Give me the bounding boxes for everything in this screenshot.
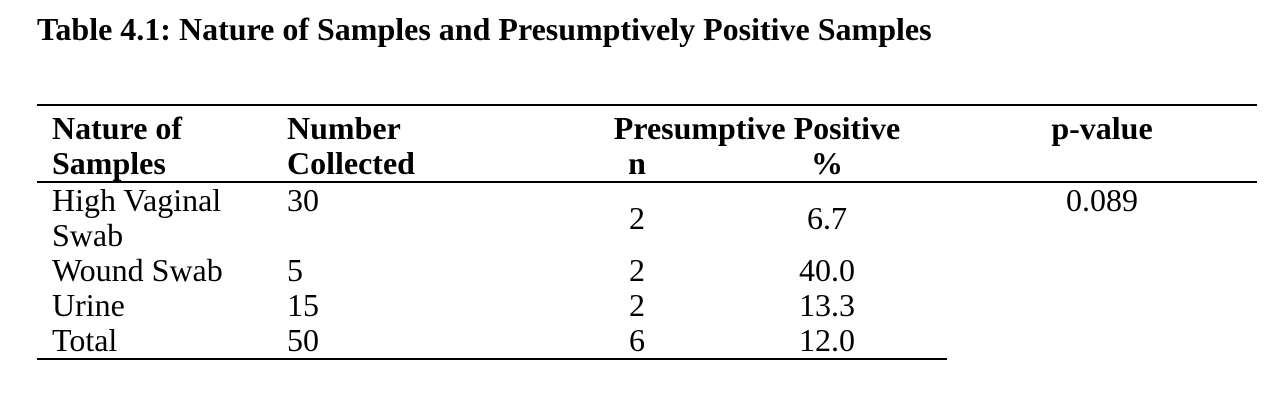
- cell-nature: High Vaginal Swab: [52, 182, 222, 253]
- table-row-urine: Urine 15 2 13.3: [37, 288, 1257, 323]
- column-subheader-n: n: [567, 146, 707, 183]
- cell-percent: 6.7: [807, 199, 847, 236]
- column-header-nature-of-samples: Nature of Samples: [37, 105, 287, 183]
- column-header-p-value: p-value: [947, 105, 1257, 183]
- cell-n: 2: [629, 199, 645, 236]
- cell-n: 2: [629, 252, 645, 288]
- column-subheader-percent: %: [707, 146, 947, 183]
- cell-percent: 12.0: [707, 323, 947, 360]
- cell-nature: Urine: [52, 287, 125, 323]
- cell-n: 2: [629, 287, 645, 323]
- cell-collected: 5: [287, 252, 303, 288]
- cell-collected: 50: [287, 323, 567, 360]
- cell-p-value: [947, 323, 1257, 359]
- cell-nature: Wound Swab: [52, 252, 223, 288]
- cell-n: 6: [567, 323, 707, 360]
- table-row-wound-swab: Wound Swab 5 2 40.0: [37, 253, 1257, 288]
- cell-percent: 40.0: [799, 252, 855, 288]
- cell-p-value: [947, 253, 1257, 288]
- column-header-number-collected: Number Collected: [287, 105, 567, 183]
- cell-nature: Total: [37, 323, 287, 360]
- samples-table: Nature of Samples Number Collected Presu…: [37, 104, 1257, 360]
- cell-collected: 15: [287, 287, 319, 323]
- table-caption: Table 4.1: Nature of Samples and Presump…: [37, 11, 932, 47]
- header-row-main: Nature of Samples Number Collected Presu…: [37, 105, 1257, 183]
- cell-percent: 13.3: [799, 287, 855, 323]
- cell-p-value: 0.089: [1066, 182, 1138, 218]
- column-group-header-presumptive-positive: Presumptive Positive: [613, 110, 901, 146]
- table-body: High Vaginal Swab 30 2 6.7 0.089 Wound S…: [37, 182, 1257, 360]
- table-row-high-vaginal-swab: High Vaginal Swab 30 2 6.7 0.089: [37, 182, 1257, 253]
- header-row-sub: n %: [37, 146, 1257, 183]
- cell-collected: 30: [287, 182, 319, 218]
- cell-p-value: [947, 288, 1257, 323]
- table-header: Nature of Samples Number Collected Presu…: [37, 105, 1257, 183]
- table-row-total: Total 50 6 12.0: [37, 323, 1257, 360]
